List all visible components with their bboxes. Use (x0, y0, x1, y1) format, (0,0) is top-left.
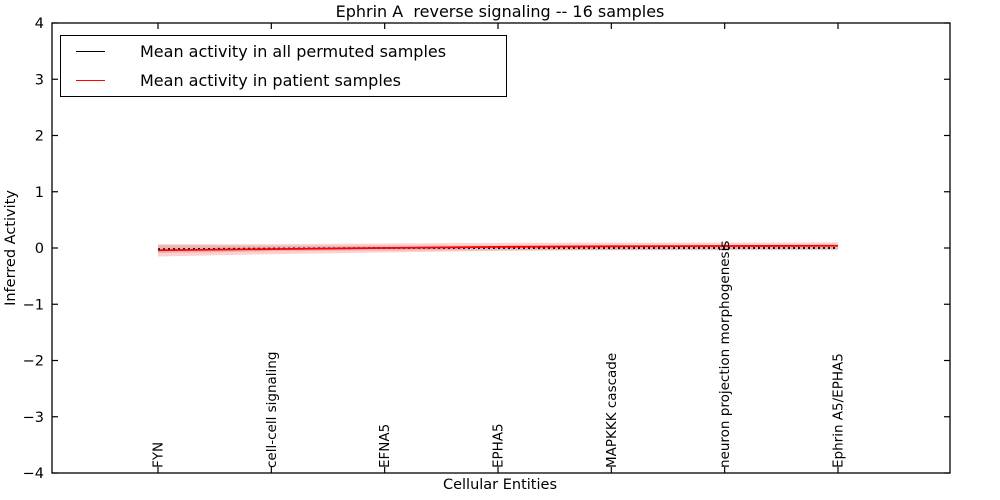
y-tick-label: 0 (35, 241, 44, 257)
y-tick-label: −1 (23, 297, 44, 313)
y-tick-label: 3 (35, 72, 44, 88)
y-tick-label: 4 (35, 16, 44, 32)
legend-entry-patient: Mean activity in patient samples (61, 67, 506, 95)
x-axis-label: Cellular Entities (442, 477, 558, 493)
x-tick-label: EPHA5 (491, 423, 507, 468)
x-tick-label: MAPKKK cascade (604, 353, 620, 468)
plot-background (52, 23, 950, 473)
legend-label-patient: Mean activity in patient samples (140, 71, 401, 91)
series-line-0 (157, 247, 838, 251)
legend-label-permuted: Mean activity in all permuted samples (140, 41, 447, 61)
series-line-1 (157, 244, 839, 252)
y-tick-label: −4 (23, 466, 44, 482)
x-tick-label: Ephrin A5/EPHA5 (831, 353, 847, 468)
x-tick-label: neuron projection morphogenesis (717, 241, 733, 468)
chart-title: Ephrin A reverse signaling -- 16 samples (335, 2, 665, 21)
y-tick-label: 2 (35, 129, 44, 145)
x-tick-label: EFNA5 (377, 424, 393, 468)
x-tick-label: FYN (151, 442, 167, 468)
y-tick-label: −3 (23, 410, 44, 426)
legend-entry-permuted: Mean activity in all permuted samples (61, 37, 506, 65)
y-axis-label: Inferred Activity (3, 190, 19, 306)
y-tick-label: 1 (35, 185, 44, 201)
x-tick-label: cell-cell signaling (264, 352, 280, 468)
y-tick-label: −2 (23, 354, 44, 370)
plot-frame (51, 22, 951, 474)
legend-line-patient-icon (76, 80, 105, 82)
legend-box: Mean activity in all permuted samples Me… (60, 35, 507, 97)
legend-line-permuted-icon (76, 50, 105, 52)
